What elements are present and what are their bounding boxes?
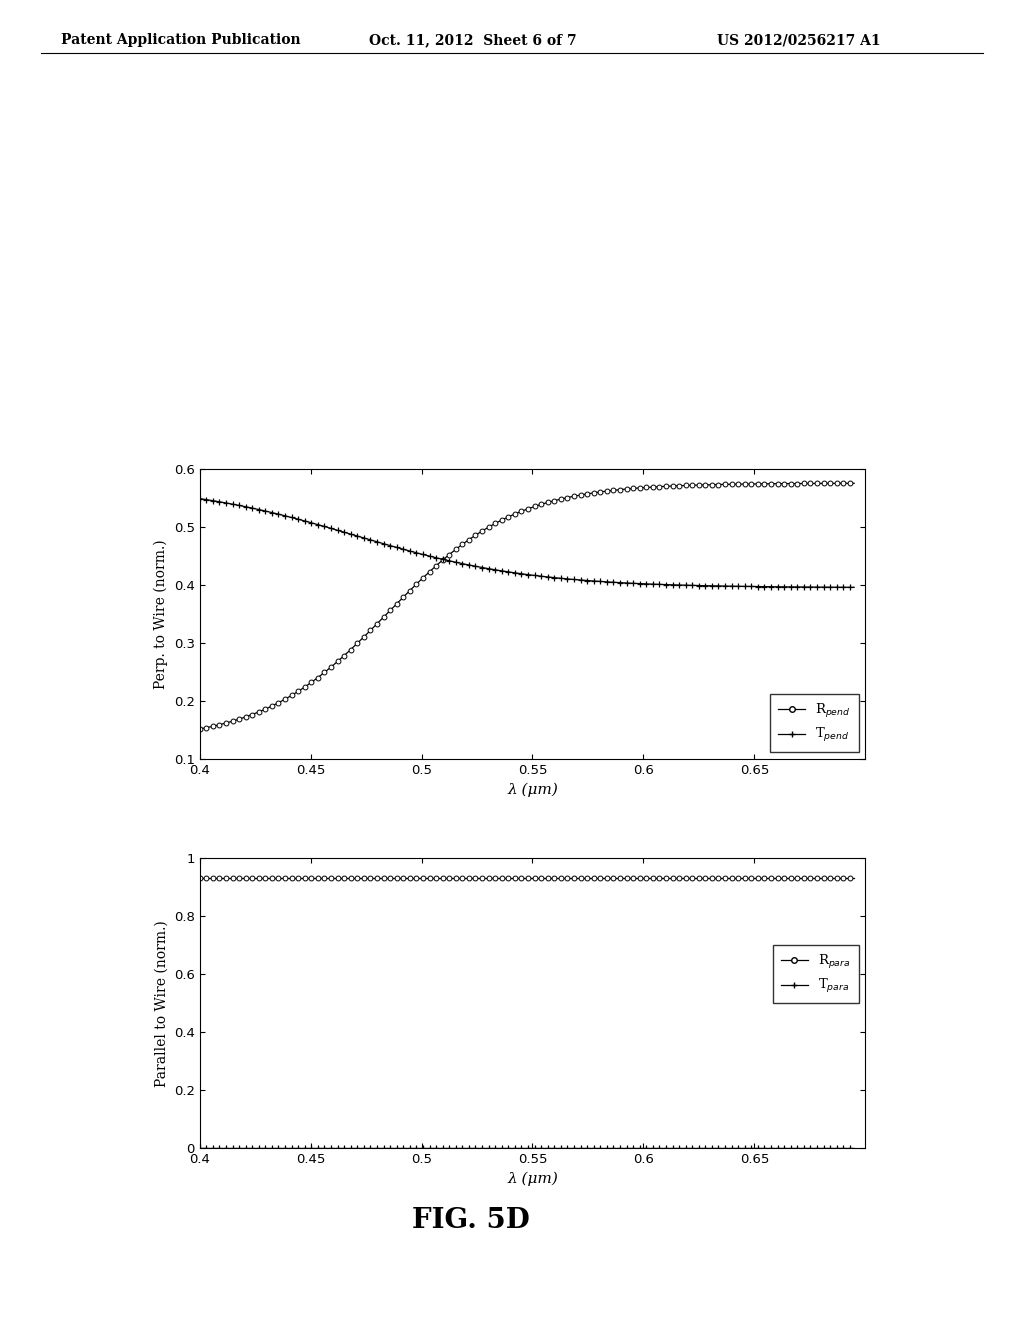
Legend: R$_{pend}$, T$_{pend}$: R$_{pend}$, T$_{pend}$ <box>770 694 859 752</box>
Text: Patent Application Publication: Patent Application Publication <box>61 33 301 48</box>
Text: FIG. 5D: FIG. 5D <box>413 1208 529 1234</box>
Text: US 2012/0256217 A1: US 2012/0256217 A1 <box>717 33 881 48</box>
Y-axis label: Perp. to Wire (norm.): Perp. to Wire (norm.) <box>154 539 168 689</box>
Y-axis label: Parallel to Wire (norm.): Parallel to Wire (norm.) <box>155 920 168 1086</box>
X-axis label: λ (μm): λ (μm) <box>507 783 558 797</box>
Legend: R$_{para}$, T$_{para}$: R$_{para}$, T$_{para}$ <box>773 945 859 1003</box>
Text: Oct. 11, 2012  Sheet 6 of 7: Oct. 11, 2012 Sheet 6 of 7 <box>369 33 577 48</box>
X-axis label: λ (μm): λ (μm) <box>507 1172 558 1187</box>
